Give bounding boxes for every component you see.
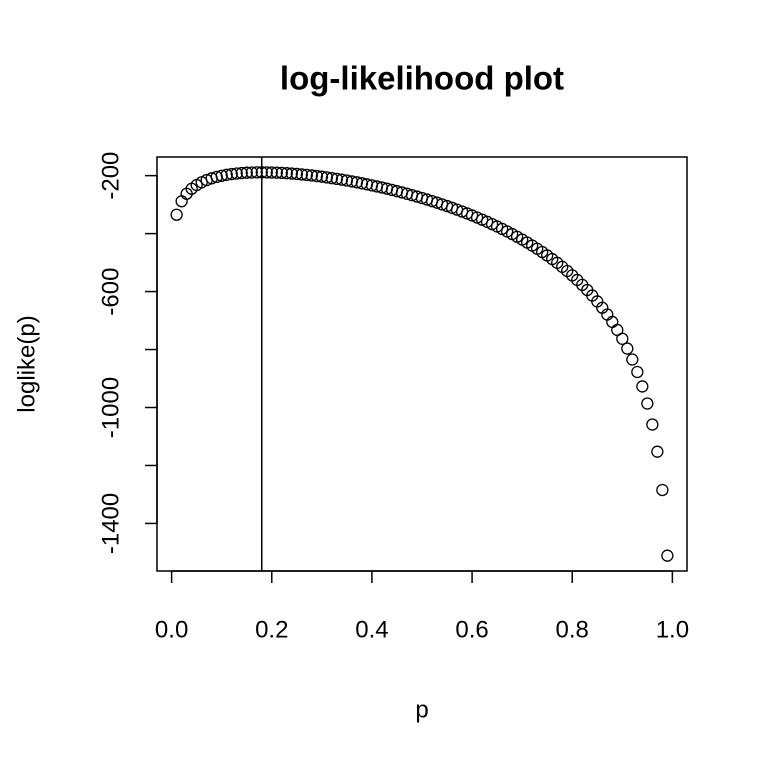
data-point <box>225 167 238 181</box>
y-tick-label: -200 <box>97 152 124 200</box>
x-axis-label: p <box>415 696 428 723</box>
y-axis-label: loglike(p) <box>13 315 40 412</box>
data-point <box>260 166 273 179</box>
data-point <box>275 166 288 180</box>
y-tick-label: -1400 <box>97 493 124 554</box>
data-point <box>335 173 349 186</box>
data-point <box>290 167 303 181</box>
data-point <box>330 172 344 186</box>
x-tick-label: 0.4 <box>355 616 388 643</box>
data-point <box>230 167 243 180</box>
x-tick-label: 1.0 <box>656 616 689 643</box>
data-point <box>305 169 318 182</box>
data-point <box>265 166 278 179</box>
data-point <box>250 166 263 179</box>
data-point <box>240 166 253 179</box>
data-point <box>315 170 328 183</box>
data-point <box>170 208 183 221</box>
data-point <box>235 166 248 180</box>
data-point <box>621 342 634 355</box>
data-point <box>255 166 268 179</box>
data-point <box>631 365 644 379</box>
data-point <box>285 167 298 180</box>
data-point <box>626 353 639 366</box>
x-tick-label: 0.0 <box>155 616 188 643</box>
data-point <box>300 168 313 182</box>
x-tick-label: 0.6 <box>455 616 488 643</box>
data-point <box>310 169 323 183</box>
y-tick-label: -1000 <box>97 377 124 438</box>
chart-title: log-likelihood plot <box>280 60 564 97</box>
data-point <box>220 168 233 181</box>
data-point <box>641 397 654 410</box>
data-point <box>646 418 659 431</box>
x-tick-label: 0.2 <box>255 616 288 643</box>
y-tick-label: -600 <box>97 268 124 316</box>
data-point <box>320 171 334 184</box>
data-point <box>280 167 293 180</box>
data-point <box>325 171 339 185</box>
data-point <box>215 169 228 182</box>
data-point <box>270 166 283 179</box>
data-point <box>616 332 629 345</box>
data-point <box>636 380 649 393</box>
data-point <box>651 445 664 458</box>
data-point <box>656 483 669 497</box>
data-point <box>245 166 258 179</box>
data-point <box>661 549 674 562</box>
data-point <box>295 168 308 181</box>
x-tick-label: 0.8 <box>556 616 589 643</box>
data-point <box>340 174 354 187</box>
